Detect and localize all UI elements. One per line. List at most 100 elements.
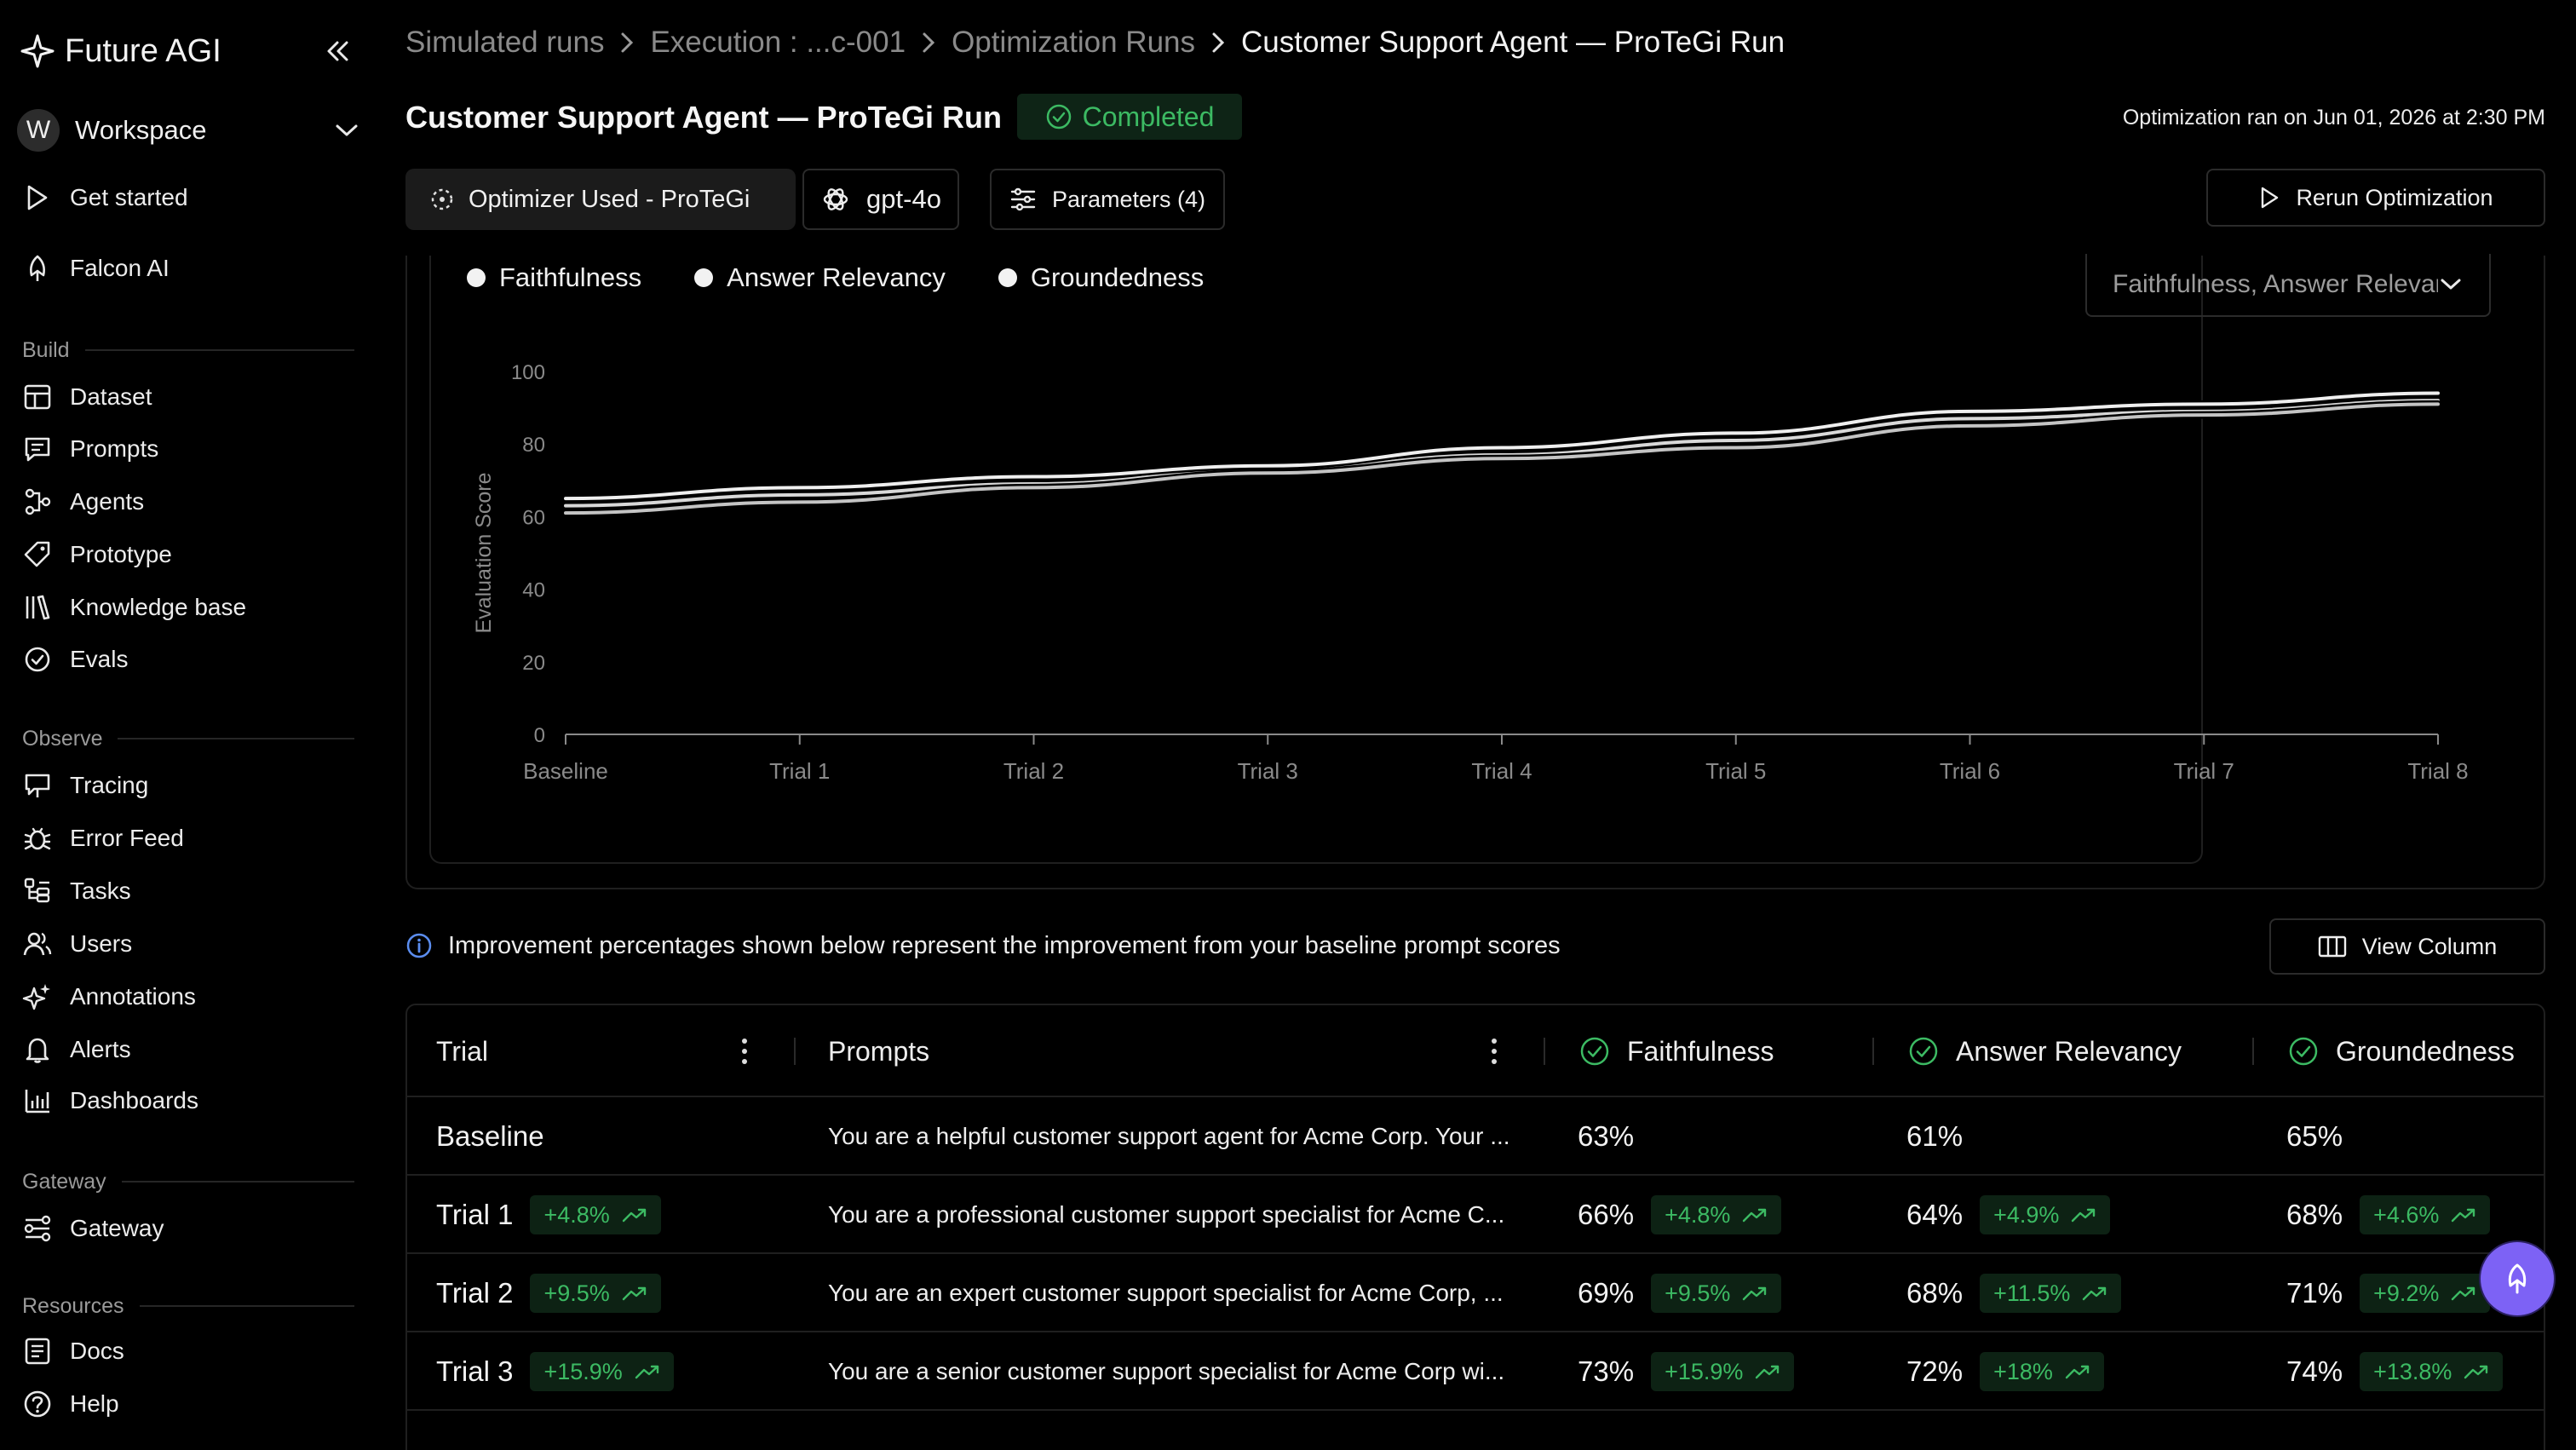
x-tick-label: Trial 8 — [2407, 758, 2468, 784]
prompt-cell[interactable]: You are a professional customer support … — [828, 1176, 1504, 1254]
sidebar-item-evals[interactable]: Evals — [22, 639, 354, 680]
faithfulness-cell: 73% +15.9% — [1578, 1332, 1795, 1411]
improvement-value: +9.2% — [2373, 1280, 2440, 1306]
view-column-button[interactable]: View Column — [2269, 918, 2545, 975]
prompt-cell[interactable]: You are a helpful customer support agent… — [828, 1097, 1510, 1176]
sidebar-item-label: Get started — [70, 184, 188, 210]
agents-icon — [22, 486, 53, 517]
x-tick-label: Trial 4 — [1471, 758, 1532, 784]
header-label: Faithfulness — [1627, 1035, 1774, 1067]
answer-relevancy-cell: 72% +18% — [1906, 1332, 2104, 1411]
legend-item-faithfulness[interactable]: Faithfulness — [467, 262, 641, 293]
section-divider — [84, 349, 354, 351]
legend-item-answer-relevancy[interactable]: Answer Relevancy — [694, 262, 946, 293]
score-value: 68% — [1906, 1277, 1964, 1309]
sidebar-item-error-feed[interactable]: Error Feed — [22, 818, 354, 859]
table-row[interactable]: Trial 3 +15.9% You are a senior customer s… — [407, 1332, 2544, 1411]
breadcrumb-execution[interactable]: Execution : ...c-001 — [650, 26, 906, 59]
sidebar-item-docs[interactable]: Docs — [22, 1331, 354, 1372]
sidebar-item-label: Users — [70, 930, 133, 957]
columns-icon — [2318, 935, 2347, 958]
parameters-label: Parameters (4) — [1051, 186, 1206, 212]
info-icon — [405, 932, 433, 959]
tag-icon — [22, 539, 53, 570]
breadcrumb-current: Customer Support Agent — ProTeGi Run — [1241, 26, 1785, 59]
sidebar-item-help[interactable]: Help — [22, 1384, 354, 1424]
section-divider — [139, 1305, 354, 1307]
sidebar-item-gateway[interactable]: Gateway — [22, 1208, 354, 1249]
breadcrumb-optimization-runs[interactable]: Optimization Runs — [952, 26, 1196, 59]
sidebar-item-label: Dashboards — [70, 1087, 198, 1113]
answer-relevancy-cell: 68% +11.5% — [1906, 1254, 2122, 1332]
prompt-text: You are a professional customer support … — [828, 1201, 1505, 1228]
sidebar-item-prompts[interactable]: Prompts — [22, 429, 354, 469]
optimizer-icon — [429, 187, 455, 212]
sidebar-item-users[interactable]: Users — [22, 924, 354, 964]
sparkle-icon — [22, 981, 53, 1012]
falcon-ai-fab-button[interactable] — [2481, 1242, 2554, 1315]
column-header-faithfulness[interactable]: Faithfulness — [1579, 1005, 1774, 1097]
sidebar-item-label: Gateway — [70, 1215, 164, 1241]
prompt-cell[interactable]: You are a senior customer support specia… — [828, 1332, 1504, 1411]
column-header-trial[interactable]: Trial — [436, 1005, 488, 1097]
sidebar-item-dataset[interactable]: Dataset — [22, 377, 354, 417]
table-row[interactable]: Trial 2 +9.5% You are an expert customer s… — [407, 1254, 2544, 1332]
users-icon — [22, 929, 53, 959]
legend-dot — [467, 268, 486, 287]
metric-select[interactable]: Faithfulness, Answer Relevancy, Grounded… — [2085, 254, 2491, 317]
sidebar-item-label: Prototype — [70, 541, 172, 567]
sidebar-section-header: Gateway — [22, 1167, 354, 1196]
sidebar-item-falcon-ai[interactable]: Falcon AI — [22, 248, 354, 289]
improvement-badge: +9.5% — [530, 1274, 661, 1313]
optimizer-used-chip[interactable]: Optimizer Used - ProTeGi — [405, 169, 796, 230]
series-line-answer-relevancy — [564, 402, 2440, 515]
sidebar-item-agents[interactable]: Agents — [22, 481, 354, 522]
y-tick-label: 0 — [534, 724, 545, 747]
rerun-label: Rerun Optimization — [2296, 184, 2493, 210]
sidebar-item-get-started[interactable]: Get started — [22, 177, 354, 218]
help-icon — [22, 1389, 53, 1419]
table-row[interactable]: Baseline You are a helpful customer suppo… — [407, 1097, 2544, 1176]
app-logo[interactable]: Future AGI — [20, 29, 221, 73]
sidebar-item-prototype[interactable]: Prototype — [22, 534, 354, 575]
parameters-button[interactable]: Parameters (4) — [990, 169, 1225, 230]
column-header-groundedness[interactable]: Groundedness — [2288, 1005, 2515, 1097]
falcon-icon — [22, 253, 53, 284]
sidebar-item-tracing[interactable]: Tracing — [22, 765, 354, 806]
model-chip[interactable]: gpt-4o — [802, 169, 959, 230]
section-title: Build — [22, 337, 70, 362]
prompt-cell[interactable]: You are an expert customer support speci… — [828, 1254, 1504, 1332]
breadcrumb-simulated-runs[interactable]: Simulated runs — [405, 26, 605, 59]
x-tick-label: Trial 3 — [1238, 758, 1298, 784]
faithfulness-cell: 66% +4.8% — [1578, 1176, 1782, 1254]
column-header-answer-relevancy[interactable]: Answer Relevancy — [1908, 1005, 2182, 1097]
score-value: 72% — [1906, 1355, 1964, 1387]
score-value: 66% — [1578, 1199, 1635, 1230]
evaluation-score-line-chart: Evaluation Score 0 20 40 60 80 100 Baseline Tria… — [472, 361, 2469, 784]
rerun-optimization-button[interactable]: Rerun Optimization — [2206, 169, 2545, 227]
sidebar-item-alerts[interactable]: Alerts — [22, 1029, 354, 1070]
x-tick-label: Trial 2 — [1003, 758, 1064, 784]
trial-cell: Trial 3 +15.9% — [436, 1332, 674, 1411]
chevron-right-icon — [1210, 31, 1226, 55]
sidebar-section-header: Observe — [22, 724, 354, 753]
trend-up-icon — [2451, 1206, 2476, 1223]
workspace-selector[interactable]: W Workspace — [17, 107, 359, 153]
collapse-sidebar-button[interactable] — [319, 34, 356, 68]
legend-item-groundedness[interactable]: Groundedness — [998, 262, 1204, 293]
sidebar-item-label: Prompts — [70, 435, 159, 462]
x-tick-label: Trial 7 — [2174, 758, 2234, 784]
table-row[interactable]: Trial 1 +4.8% You are a professional custo… — [407, 1176, 2544, 1254]
column-menu-icon[interactable] — [739, 1034, 750, 1068]
sidebar-item-annotations[interactable]: Annotations — [22, 976, 354, 1017]
column-menu-icon[interactable] — [1489, 1034, 1499, 1068]
chart-legend: Faithfulness Answer Relevancy Groundedne… — [467, 256, 1204, 300]
legend-label: Faithfulness — [499, 262, 642, 292]
column-header-prompts[interactable]: Prompts — [828, 1005, 929, 1097]
sidebar-item-knowledge-base[interactable]: Knowledge base — [22, 587, 354, 628]
trial-cell: Trial 2 +9.5% — [436, 1254, 661, 1332]
sidebar-item-dashboards[interactable]: Dashboards — [22, 1080, 354, 1121]
table-header: Trial Prompts Faithfulness Answer Releva… — [407, 1005, 2544, 1097]
sidebar-item-tasks[interactable]: Tasks — [22, 871, 354, 912]
prompt-text: You are an expert customer support speci… — [828, 1280, 1504, 1306]
